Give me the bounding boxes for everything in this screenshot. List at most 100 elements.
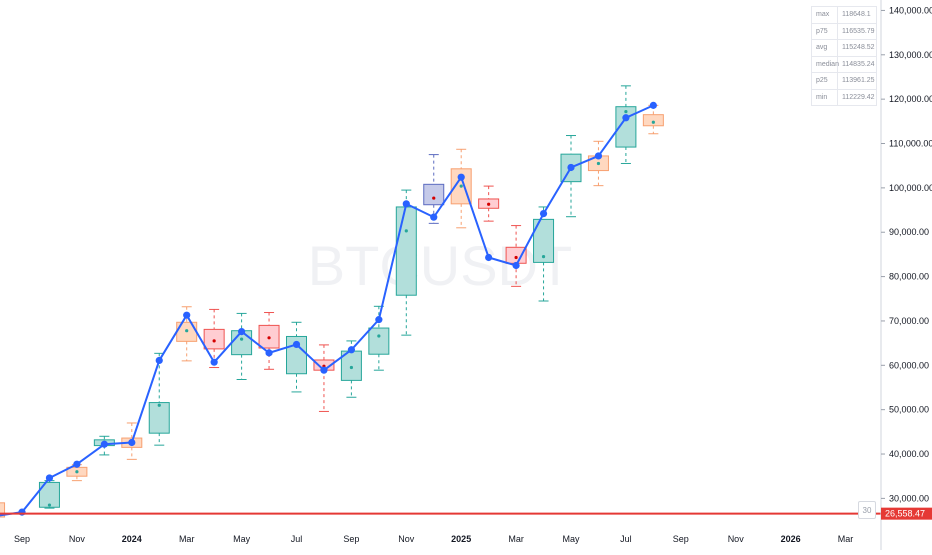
box-median-dot	[514, 255, 518, 260]
close-price-point	[292, 340, 301, 349]
box-median-dot	[541, 255, 546, 259]
y-tick-label: 110,000.00	[889, 139, 932, 149]
x-tick-label: Sep	[343, 534, 359, 544]
close-line-group	[0, 101, 881, 517]
price-axis[interactable]: 30,000.00 40,000.00 50,000.00 60,000.00 70,0…	[880, 0, 932, 550]
close-price-point	[457, 173, 465, 181]
x-tick-label: 2026	[781, 534, 801, 544]
interval-badge[interactable]: 30	[858, 501, 876, 519]
close-price-point	[183, 311, 191, 319]
price-tag-bg	[881, 507, 932, 520]
stats-row-median: median 114835.24	[812, 56, 876, 73]
box-plot-group	[0, 85, 664, 518]
stats-key: p25	[812, 73, 838, 89]
stats-row-avg: avg 115248.52	[812, 40, 876, 57]
stats-row-max: max 118648.1	[812, 7, 876, 24]
box-median-dot	[157, 403, 161, 407]
symbol-watermark: BTCUSDT	[308, 234, 572, 297]
x-tick-label: Nov	[69, 534, 86, 544]
stats-value: 112229.42	[842, 93, 875, 101]
stats-table: max 118648.1 p75 116535.79 avg 115248.52…	[811, 6, 877, 106]
y-tick-label: 30,000.00	[889, 493, 929, 503]
close-price-point	[622, 114, 630, 122]
x-tick-label: Mar	[508, 534, 524, 544]
box-median-dot	[404, 229, 408, 233]
close-price-point	[210, 358, 218, 366]
close-price-point	[265, 349, 273, 357]
stats-row-p25: p25 113961.25	[812, 73, 876, 90]
time-axis[interactable]: Sep Nov 2024 Mar May Jul Sep Nov 2025 Mar May Jul Se…	[14, 534, 853, 544]
y-tick-label: 100,000.00	[889, 183, 932, 193]
box-median-dot	[349, 365, 353, 370]
close-price-point	[128, 438, 136, 447]
box-median-dot	[487, 202, 491, 206]
y-tick-label: 120,000.00	[889, 94, 932, 104]
price-tag-label: 26,558.47	[885, 509, 925, 519]
box-median-dot	[377, 334, 381, 338]
close-price-point	[73, 460, 81, 468]
box-body	[505, 246, 527, 264]
stats-value: 113961.25	[842, 77, 875, 85]
stats-value: 115248.52	[842, 44, 875, 52]
x-tick-label: May	[562, 534, 580, 544]
box-body	[368, 327, 390, 355]
close-price-point	[320, 366, 328, 374]
box-body	[533, 218, 555, 263]
close-price-point	[539, 210, 548, 218]
stats-key: p75	[812, 23, 838, 39]
stats-value: 118648.1	[842, 11, 871, 19]
stats-value: 116535.79	[842, 27, 875, 35]
y-tick-label: 70,000.00	[889, 316, 929, 326]
stats-key: min	[812, 89, 838, 105]
box-body	[38, 481, 60, 508]
box-median-dot	[185, 329, 189, 333]
close-price-point	[485, 253, 493, 262]
y-tick-label: 90,000.00	[889, 227, 929, 237]
box-median-dot	[624, 109, 628, 114]
close-price-point	[512, 261, 520, 270]
close-price-point	[402, 200, 410, 208]
close-price-point	[238, 327, 246, 336]
stats-row-min: min 112229.42	[812, 89, 876, 105]
x-tick-label: Jul	[620, 534, 632, 544]
box-body	[642, 114, 664, 127]
box-body	[615, 106, 637, 148]
x-tick-label: May	[233, 534, 251, 544]
stats-key: max	[812, 7, 838, 23]
close-price-point	[375, 316, 383, 324]
box-median-dot	[459, 184, 463, 188]
box-median-dot	[75, 470, 79, 474]
close-price-point	[594, 152, 603, 160]
close-price-point	[649, 101, 657, 109]
box-median-dot	[596, 161, 601, 166]
box-body	[395, 206, 417, 296]
box-median-dot	[47, 503, 52, 507]
y-tick-label: 80,000.00	[889, 272, 929, 282]
y-tick-label: 130,000.00	[889, 50, 932, 60]
box-median-dot	[267, 336, 271, 340]
x-tick-label: 2025	[451, 534, 471, 544]
close-price-point	[45, 474, 54, 482]
stats-key: median	[812, 56, 839, 72]
y-tick-label: 50,000.00	[889, 405, 929, 415]
box-body	[0, 502, 6, 518]
box-body	[423, 183, 445, 206]
stats-value: 114835.24	[842, 60, 875, 68]
y-tick-label: 140,000.00	[889, 5, 932, 15]
x-tick-label: Sep	[673, 534, 689, 544]
box-median-dot	[651, 120, 655, 124]
close-price-line	[0, 104, 654, 517]
close-price-point	[100, 440, 108, 448]
x-tick-label: Nov	[728, 534, 745, 544]
close-price-point	[430, 213, 438, 221]
x-tick-label: Sep	[14, 534, 30, 544]
box-median-dot	[432, 196, 436, 200]
box-median-dot	[212, 339, 216, 343]
x-tick-label: Nov	[398, 534, 415, 544]
box-body	[148, 402, 170, 434]
y-tick-label: 60,000.00	[889, 360, 929, 370]
stats-row-p75: p75 116535.79	[812, 23, 876, 40]
x-tick-label: Jul	[291, 534, 303, 544]
